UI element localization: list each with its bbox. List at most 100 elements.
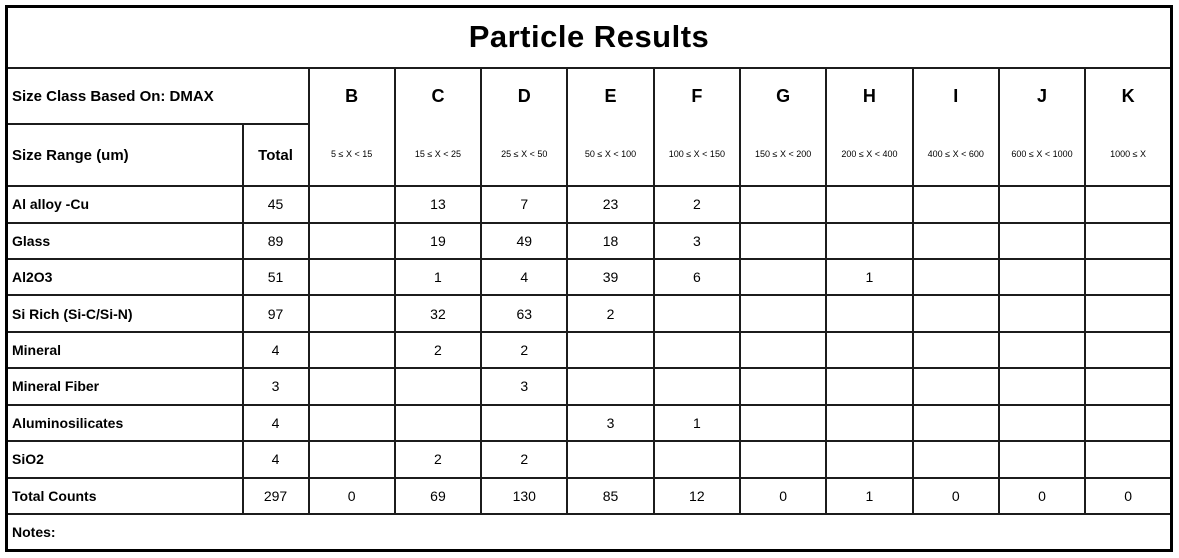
count-cell: 4 xyxy=(480,257,569,297)
count-cell xyxy=(911,257,1000,297)
size-class-header-f: F 100 ≤ X < 150 xyxy=(652,66,741,188)
table-row: Al2O3 51 1 4 39 6 1 xyxy=(5,257,1173,297)
count-cell: 2 xyxy=(480,440,569,479)
count-cell xyxy=(307,294,396,333)
count-cell: 1 xyxy=(393,257,483,297)
row-label: Al alloy -Cu xyxy=(5,185,244,224)
count-cell xyxy=(825,330,914,370)
notes-label: Notes: xyxy=(5,512,1173,552)
count-cell: 85 xyxy=(566,476,655,515)
count-cell: 0 xyxy=(911,476,1000,515)
count-cell xyxy=(997,367,1087,406)
count-cell xyxy=(997,403,1087,443)
count-cell: 2 xyxy=(393,330,483,370)
count-cell xyxy=(911,330,1000,370)
count-cell: 2 xyxy=(480,330,569,370)
count-cell: 12 xyxy=(652,476,741,515)
size-class-range: 5 ≤ X < 15 xyxy=(331,148,373,159)
count-cell xyxy=(738,403,828,443)
count-cell xyxy=(997,185,1087,224)
count-cell xyxy=(1084,330,1173,370)
count-cell: 23 xyxy=(566,185,655,224)
size-class-header-h: H 200 ≤ X < 400 xyxy=(825,66,914,188)
count-cell: 0 xyxy=(307,476,396,515)
count-cell: 49 xyxy=(480,221,569,260)
count-cell xyxy=(997,221,1087,260)
count-cell: 2 xyxy=(393,440,483,479)
count-cell xyxy=(997,440,1087,479)
count-cell xyxy=(1084,403,1173,443)
row-label: Glass xyxy=(5,221,244,260)
row-label: Mineral xyxy=(5,330,244,370)
table-row: Aluminosilicates 4 3 1 xyxy=(5,403,1173,443)
total-cell: 45 xyxy=(241,185,310,224)
size-class-letter: F xyxy=(691,85,703,106)
size-class-range: 25 ≤ X < 50 xyxy=(501,148,548,159)
count-cell: 3 xyxy=(566,403,655,443)
count-cell xyxy=(825,221,914,260)
count-cell xyxy=(911,403,1000,443)
count-cell xyxy=(825,294,914,333)
table-row: Al alloy -Cu 45 13 7 23 2 xyxy=(5,185,1173,224)
count-cell: 19 xyxy=(393,221,483,260)
count-cell: 2 xyxy=(566,294,655,333)
count-cell xyxy=(566,330,655,370)
size-class-header-c: C 15 ≤ X < 25 xyxy=(393,66,483,188)
total-cell: 89 xyxy=(241,221,310,260)
count-cell xyxy=(307,221,396,260)
count-cell xyxy=(307,440,396,479)
count-cell xyxy=(393,367,483,406)
size-class-range: 600 ≤ X < 1000 xyxy=(1011,148,1073,159)
count-cell xyxy=(997,294,1087,333)
count-cell xyxy=(738,185,828,224)
size-class-header-b: B 5 ≤ X < 15 xyxy=(307,66,396,188)
size-class-based-on-label: Size Class Based On: DMAX xyxy=(5,66,310,126)
total-counts-row: Total Counts 297 0 69 130 85 12 0 1 0 0 … xyxy=(5,476,1173,515)
row-label: Mineral Fiber xyxy=(5,367,244,406)
count-cell xyxy=(825,367,914,406)
total-cell: 51 xyxy=(241,257,310,297)
size-class-range: 15 ≤ X < 25 xyxy=(414,148,462,159)
count-cell: 1 xyxy=(825,476,914,515)
row-label: Si Rich (Si-C/Si-N) xyxy=(5,294,244,333)
size-class-letter: I xyxy=(953,85,959,106)
table-row: Mineral 4 2 2 xyxy=(5,330,1173,370)
count-cell: 130 xyxy=(480,476,569,515)
size-class-header-i: I 400 ≤ X < 600 xyxy=(911,66,1000,188)
count-cell xyxy=(480,403,569,443)
count-cell: 3 xyxy=(480,367,569,406)
size-class-range: 50 ≤ X < 100 xyxy=(584,148,637,159)
count-cell xyxy=(652,367,741,406)
count-cell xyxy=(307,403,396,443)
size-class-letter: G xyxy=(776,85,791,106)
count-cell xyxy=(911,440,1000,479)
count-cell xyxy=(393,403,483,443)
count-cell xyxy=(738,257,828,297)
row-label: SiO2 xyxy=(5,440,244,479)
count-cell xyxy=(911,367,1000,406)
table-row: Si Rich (Si-C/Si-N) 97 32 63 2 xyxy=(5,294,1173,333)
count-cell xyxy=(997,257,1087,297)
header-row-size-class: Size Class Based On: DMAX B 5 ≤ X < 15 C… xyxy=(5,66,1173,188)
size-class-letter: C xyxy=(431,85,445,106)
count-cell xyxy=(1084,440,1173,479)
count-cell xyxy=(652,294,741,333)
count-cell xyxy=(1084,294,1173,333)
count-cell xyxy=(825,185,914,224)
count-cell xyxy=(738,294,828,333)
size-class-header-k: K 1000 ≤ X xyxy=(1084,66,1173,188)
row-label: Al2O3 xyxy=(5,257,244,297)
size-class-range: 100 ≤ X < 150 xyxy=(668,148,725,159)
total-cell: 3 xyxy=(241,367,310,406)
size-class-letter: E xyxy=(604,85,617,106)
count-cell xyxy=(738,440,828,479)
count-cell xyxy=(307,330,396,370)
count-cell xyxy=(307,257,396,297)
total-cell: 4 xyxy=(241,403,310,443)
count-cell: 1 xyxy=(825,257,914,297)
count-cell xyxy=(911,221,1000,260)
notes-row: Notes: xyxy=(5,512,1173,552)
total-cell: 4 xyxy=(241,440,310,479)
count-cell: 32 xyxy=(393,294,483,333)
row-label: Total Counts xyxy=(5,476,244,515)
